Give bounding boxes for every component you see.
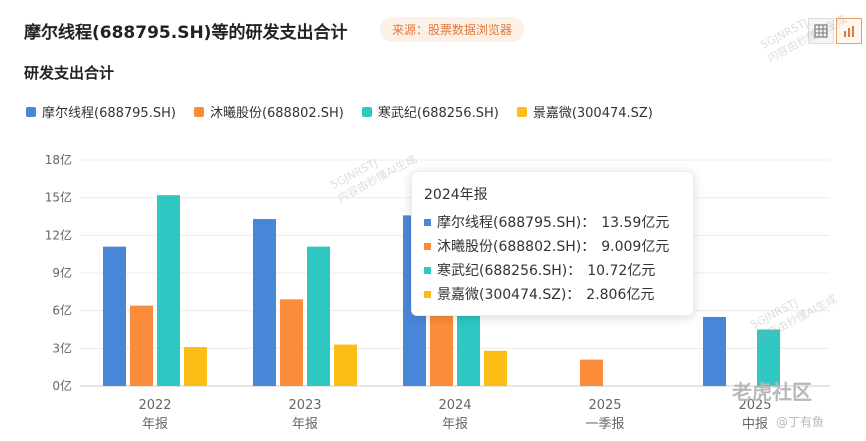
- x-tick-label: 2025: [738, 398, 771, 413]
- legend-label: 摩尔线程(688795.SH): [42, 106, 176, 121]
- author-handle: @丁有鱼: [776, 415, 825, 429]
- bar-s1-c1: [280, 299, 303, 386]
- bar-s1-c3: [580, 359, 603, 386]
- tooltip-row: 寒武纪(688256.SH)： 10.72亿元: [424, 258, 681, 282]
- bar-s0-c4: [703, 316, 726, 386]
- bar-s0-c0: [103, 246, 126, 386]
- legend-swatch: [193, 106, 204, 117]
- bar-s2-c1: [307, 246, 330, 386]
- bar-s3-c0: [184, 347, 207, 386]
- tooltip-dot: [424, 218, 431, 226]
- y-tick-label: 18亿: [45, 152, 72, 167]
- bar-chart-icon: [844, 26, 854, 37]
- tooltip-value: 10.72亿元: [587, 263, 656, 279]
- x-tick-sublabel: 中报: [742, 417, 768, 432]
- bar-s2-c0: [157, 195, 180, 386]
- table-view-button[interactable]: [808, 18, 834, 44]
- tooltip-label: 沐曦股份(688802.SH)：: [437, 239, 596, 255]
- x-tick-sublabel: 年报: [142, 417, 168, 432]
- y-tick-label: 15亿: [45, 190, 72, 205]
- x-tick-sublabel: 年报: [442, 417, 468, 432]
- chart-tooltip: 2024年报 摩尔线程(688795.SH)： 13.59亿元 沐曦股份(6888…: [411, 171, 694, 316]
- page-title: 摩尔线程(688795.SH)等的研发支出合计: [24, 23, 348, 43]
- tooltip-dot: [424, 290, 431, 298]
- source-badge[interactable]: 来源：股票数据浏览器: [380, 17, 525, 42]
- legend-swatch: [361, 106, 372, 117]
- tooltip-row: 景嘉微(300474.SZ)： 2.806亿元: [424, 282, 681, 306]
- tooltip-value: 2.806亿元: [586, 287, 655, 303]
- community-logo: 老虎社区: [732, 380, 812, 404]
- bar-s1-c0: [130, 305, 153, 386]
- table-icon: [814, 24, 828, 38]
- tooltip-dot: [424, 242, 431, 250]
- tooltip-row: 摩尔线程(688795.SH)： 13.59亿元: [424, 210, 681, 234]
- legend-swatch: [516, 106, 527, 117]
- bar-s3-c2: [484, 350, 507, 386]
- legend-label: 沐曦股份(688802.SH): [209, 106, 344, 121]
- bar-s2-c4: [757, 329, 780, 386]
- x-tick-label: 2023: [288, 398, 321, 413]
- chart-subtitle: 研发支出合计: [24, 64, 115, 82]
- legend-swatch: [26, 106, 36, 117]
- tooltip-row: 沐曦股份(688802.SH)： 9.009亿元: [424, 234, 681, 258]
- x-tick-sublabel: 年报: [292, 417, 318, 432]
- x-tick-label: 2025: [588, 398, 621, 413]
- bar-s3-c1: [334, 344, 357, 386]
- legend-item-3[interactable]: 景嘉微(300474.SZ): [516, 102, 653, 121]
- tooltip-title: 2024年报: [424, 187, 488, 203]
- legend-item-2[interactable]: 寒武纪(688256.SH): [361, 102, 499, 121]
- legend-item-1[interactable]: 沐曦股份(688802.SH): [193, 102, 344, 121]
- x-tick-label: 2024: [438, 398, 471, 413]
- bar-s0-c1: [253, 219, 276, 386]
- chart-legend: 摩尔线程(688795.SH) 沐曦股份(688802.SH) 寒武纪(6882…: [26, 102, 653, 121]
- chart-view-button[interactable]: [836, 18, 862, 44]
- tooltip-label: 摩尔线程(688795.SH)：: [437, 215, 596, 231]
- tooltip-value: 13.59亿元: [601, 215, 670, 231]
- y-tick-label: 0亿: [52, 378, 72, 393]
- legend-label: 景嘉微(300474.SZ): [532, 106, 653, 121]
- y-tick-label: 9亿: [52, 265, 72, 280]
- legend-label: 寒武纪(688256.SH): [377, 106, 499, 121]
- y-tick-label: 6亿: [52, 303, 72, 318]
- tooltip-label: 寒武纪(688256.SH)：: [437, 263, 582, 279]
- y-tick-label: 3亿: [52, 340, 72, 355]
- x-tick-label: 2022: [138, 398, 171, 413]
- legend-item-0[interactable]: 摩尔线程(688795.SH): [26, 102, 176, 121]
- y-tick-label: 12亿: [45, 227, 72, 242]
- tooltip-value: 9.009亿元: [601, 239, 670, 255]
- x-tick-sublabel: 一季报: [585, 417, 624, 432]
- tooltip-dot: [424, 266, 431, 274]
- tooltip-label: 景嘉微(300474.SZ)：: [437, 287, 581, 303]
